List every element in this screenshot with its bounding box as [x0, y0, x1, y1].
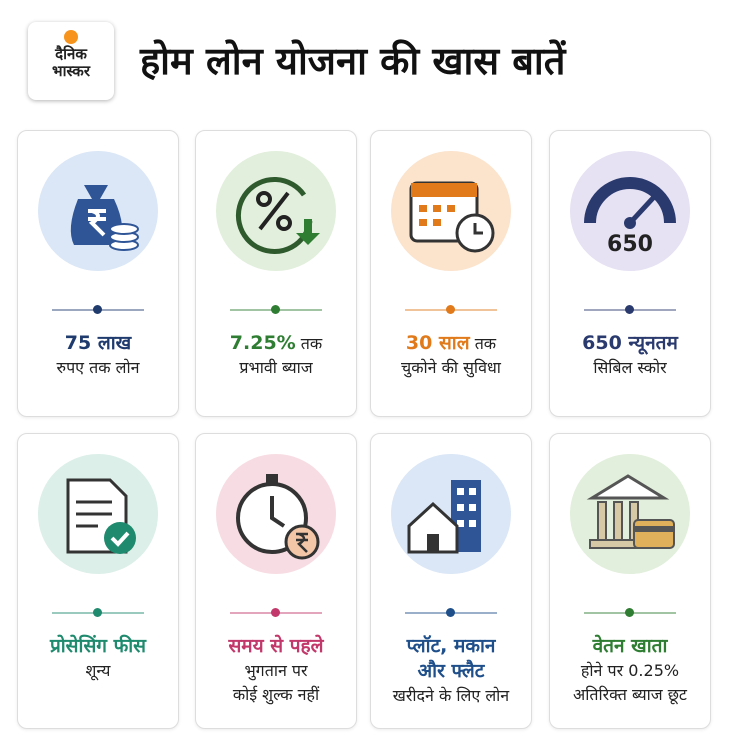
icon: 650 [570, 151, 690, 271]
highlight-line: समय से पहले [196, 634, 356, 659]
card: 75 लाख रुपए तक लोन [17, 130, 179, 417]
divider-dot [446, 305, 455, 314]
logo-line: भास्कर [52, 62, 90, 80]
text-line: अतिरिक्त ब्याज छूट [573, 685, 687, 704]
icon [216, 454, 336, 574]
icon [391, 454, 511, 574]
card: 30 साल तक चुकोने की सुविधा [370, 130, 532, 417]
highlight: 30 साल [405, 332, 470, 354]
divider-dot [93, 305, 102, 314]
highlight: प्रोसेसिंग फीस [49, 635, 147, 657]
highlight-line: 30 साल तक [371, 331, 531, 356]
highlight: 75 लाख [64, 332, 132, 354]
highlight: समय से पहले [228, 635, 324, 657]
card: वेतन खाता होने पर 0.25% अतिरिक्त ब्याज छूट [549, 433, 711, 729]
card-text: 650 न्यूनतम सिबिल स्कोर [550, 331, 710, 380]
icon [391, 151, 511, 271]
card-text: समय से पहले भुगतान पर कोई शुल्क नहीं [196, 634, 356, 707]
text-line: खरीदने के लिए लोन [392, 686, 510, 705]
logo-line: दैनिक [55, 45, 87, 63]
highlight: 7.25% [229, 332, 296, 354]
card: प्रोसेसिंग फीस शून्य [17, 433, 179, 729]
divider-dot [625, 305, 634, 314]
text-line: चुकोने की सुविधा [401, 358, 501, 377]
card-text: 7.25% तक प्रभावी ब्याज [196, 331, 356, 380]
divider-dot [93, 608, 102, 617]
text-line: कोई शुल्क नहीं [232, 685, 320, 704]
title: होम लोन योजना की खास बातें [140, 39, 566, 83]
text-line: प्रभावी ब्याज [239, 358, 313, 377]
icon [216, 151, 336, 271]
text-line: शून्य [85, 661, 111, 680]
card-text: प्रोसेसिंग फीस शून्य [18, 634, 178, 683]
card-text: वेतन खाता होने पर 0.25% अतिरिक्त ब्याज छूट [550, 634, 710, 707]
text-line: रुपए तक लोन [56, 358, 140, 377]
divider-dot [625, 608, 634, 617]
highlight-line: और फ्लैट [371, 659, 531, 684]
highlight-line: 75 लाख [18, 331, 178, 356]
card: 650 650 न्यूनतम सिबिल स्कोर [549, 130, 711, 417]
highlight: प्लॉट, मकान [406, 635, 496, 657]
highlight-line: 650 न्यूनतम [550, 331, 710, 356]
card: समय से पहले भुगतान पर कोई शुल्क नहीं [195, 433, 357, 729]
divider-dot [271, 305, 280, 314]
card: 7.25% तक प्रभावी ब्याज [195, 130, 357, 417]
card-text: प्लॉट, मकान और फ्लैट खरीदने के लिए लोन [371, 634, 531, 708]
text-line: होने पर 0.25% [580, 661, 680, 680]
highlight: वेतन खाता [592, 635, 668, 657]
highlight-line: वेतन खाता [550, 634, 710, 659]
divider-dot [446, 608, 455, 617]
icon-label: 650 [607, 232, 653, 257]
highlight-line: प्रोसेसिंग फीस [18, 634, 178, 659]
divider-dot [271, 608, 280, 617]
logo: दैनिक भास्कर [28, 22, 114, 100]
highlight-line: 7.25% तक [196, 331, 356, 356]
text-line: भुगतान पर [244, 661, 308, 680]
icon [38, 151, 158, 271]
card: प्लॉट, मकान और फ्लैट खरीदने के लिए लोन [370, 433, 532, 729]
icon [570, 454, 690, 574]
card-text: 75 लाख रुपए तक लोन [18, 331, 178, 380]
highlight-line: प्लॉट, मकान [371, 634, 531, 659]
text-line: सिबिल स्कोर [593, 358, 667, 377]
card-text: 30 साल तक चुकोने की सुविधा [371, 331, 531, 380]
highlight: 650 न्यूनतम [582, 332, 678, 354]
icon [38, 454, 158, 574]
suffix: तक [300, 334, 323, 353]
highlight: और फ्लैट [417, 660, 485, 682]
suffix: तक [474, 334, 497, 353]
